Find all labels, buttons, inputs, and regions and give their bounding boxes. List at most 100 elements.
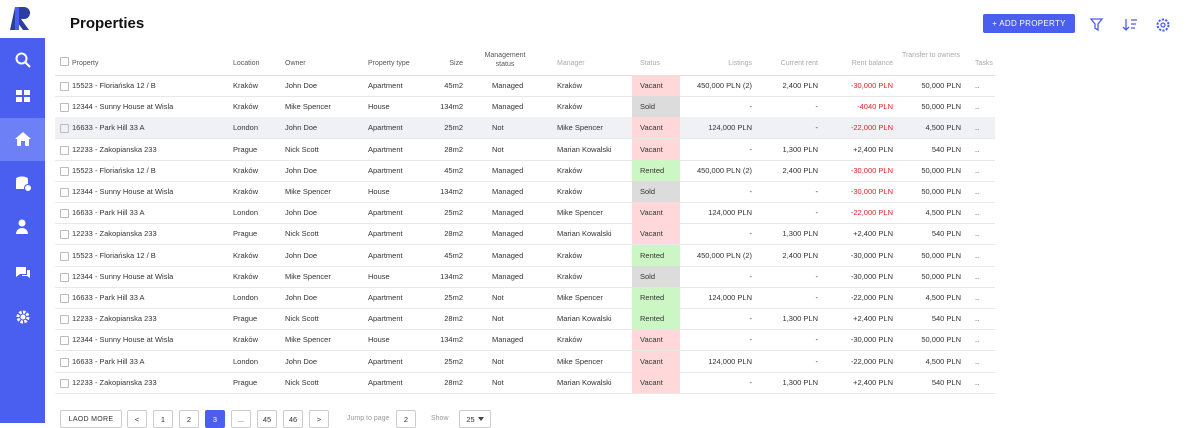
cell: 134m2 bbox=[440, 102, 463, 112]
table-row[interactable] bbox=[55, 245, 995, 267]
cell: -30,000 PLN bbox=[850, 165, 893, 175]
filter-icon[interactable] bbox=[1089, 17, 1104, 32]
cell: Apartment bbox=[368, 229, 403, 239]
cell: 25m2 bbox=[444, 356, 463, 366]
page-button[interactable]: 46 bbox=[283, 410, 303, 428]
column-header: Size bbox=[449, 60, 463, 67]
cell: 450,000 PLN (2) bbox=[696, 250, 752, 260]
cell: Managed bbox=[492, 102, 524, 112]
table-row[interactable] bbox=[55, 266, 995, 288]
cell: 50,000 PLN bbox=[921, 250, 961, 260]
status-cell bbox=[632, 350, 680, 372]
column-header: Status bbox=[640, 60, 660, 67]
cell: Not bbox=[492, 377, 504, 387]
row-checkbox[interactable] bbox=[60, 82, 69, 91]
table-row[interactable] bbox=[55, 223, 995, 246]
table-row[interactable] bbox=[55, 75, 995, 97]
page-button[interactable]: 45 bbox=[257, 410, 277, 428]
table-row[interactable] bbox=[55, 202, 995, 225]
row-checkbox[interactable] bbox=[60, 103, 69, 113]
cell: John Doe bbox=[285, 81, 318, 90]
show-select[interactable]: 25 bbox=[459, 410, 491, 428]
cell: .. bbox=[975, 229, 980, 239]
cell: Mike Spencer bbox=[285, 187, 331, 196]
cell: Rented bbox=[640, 165, 665, 175]
table-row[interactable] bbox=[55, 181, 995, 203]
cell: Apartment bbox=[368, 165, 403, 175]
header-checkbox[interactable] bbox=[60, 57, 69, 66]
row-checkbox[interactable] bbox=[60, 294, 69, 303]
status-cell bbox=[632, 181, 680, 202]
load-more-button[interactable]: LAOD MORE bbox=[60, 410, 122, 428]
table-row[interactable] bbox=[55, 372, 995, 394]
search-icon[interactable] bbox=[14, 51, 32, 69]
row-checkbox[interactable] bbox=[60, 124, 69, 134]
row-checkbox[interactable] bbox=[60, 272, 69, 282]
row-checkbox[interactable] bbox=[60, 166, 69, 176]
cell: .. bbox=[975, 377, 980, 387]
row-checkbox[interactable] bbox=[60, 336, 69, 346]
cell: Kraków bbox=[557, 81, 583, 90]
cell: -30,000 PLN bbox=[850, 335, 893, 345]
page-button[interactable]: < bbox=[127, 410, 147, 428]
cell: Kraków bbox=[233, 271, 259, 281]
sort-icon[interactable] bbox=[1122, 17, 1138, 32]
cell: .. bbox=[975, 314, 980, 324]
cell: 50,000 PLN bbox=[921, 165, 961, 175]
cell: Apartment bbox=[368, 144, 403, 154]
page-button[interactable]: 2 bbox=[179, 410, 199, 428]
cell: Kraków bbox=[557, 335, 583, 345]
cell: 124,000 PLN bbox=[708, 123, 752, 133]
cell: 2,400 PLN bbox=[782, 165, 818, 175]
cell: +2,400 PLN bbox=[853, 314, 893, 324]
cell: .. bbox=[975, 208, 980, 218]
cell: Mike Spencer bbox=[285, 335, 331, 345]
page-button[interactable]: 3 bbox=[205, 410, 225, 428]
cell: 12233 - Zakopianska 233 bbox=[72, 377, 157, 387]
row-checkbox[interactable] bbox=[60, 251, 69, 261]
sidebar bbox=[0, 0, 45, 423]
row-checkbox[interactable] bbox=[60, 315, 69, 325]
cell: Managed bbox=[492, 187, 524, 196]
table-row[interactable] bbox=[55, 160, 995, 182]
users-icon[interactable] bbox=[14, 218, 32, 236]
add-property-button[interactable]: + ADD PROPERTY bbox=[983, 14, 1075, 33]
cell: Managed bbox=[492, 165, 524, 175]
page-button[interactable]: 1 bbox=[153, 410, 173, 428]
cell: - bbox=[749, 187, 753, 196]
chat-icon[interactable] bbox=[14, 264, 32, 282]
row-checkbox[interactable] bbox=[60, 209, 69, 219]
row-checkbox[interactable] bbox=[60, 188, 69, 197]
table-row[interactable] bbox=[55, 139, 995, 161]
table-row[interactable] bbox=[55, 308, 995, 331]
table-row[interactable] bbox=[55, 351, 995, 373]
row-checkbox[interactable] bbox=[60, 357, 69, 367]
cell: 45m2 bbox=[444, 250, 463, 260]
logo-icon bbox=[10, 7, 30, 30]
home-icon[interactable] bbox=[14, 130, 32, 148]
settings-icon[interactable] bbox=[14, 308, 32, 326]
cell: Vacant bbox=[640, 356, 663, 366]
table-row[interactable] bbox=[55, 117, 995, 140]
cell: 1,300 PLN bbox=[782, 144, 818, 154]
settings-gear[interactable] bbox=[1155, 17, 1171, 33]
jump-input[interactable]: 2 bbox=[396, 410, 416, 428]
row-checkbox[interactable] bbox=[60, 145, 69, 155]
page-button[interactable]: > bbox=[309, 410, 329, 428]
cell: .. bbox=[975, 81, 980, 90]
cell: Kraków bbox=[233, 187, 259, 196]
cell: +2,400 PLN bbox=[853, 229, 893, 239]
cell: 16633 - Park Hill 33 A bbox=[72, 208, 145, 218]
table-row[interactable] bbox=[55, 329, 995, 352]
logo bbox=[0, 0, 45, 38]
cell: Nick Scott bbox=[285, 314, 319, 324]
table-row[interactable] bbox=[55, 287, 995, 309]
page-button[interactable]: ... bbox=[231, 410, 251, 428]
row-checkbox[interactable] bbox=[60, 378, 69, 388]
dashboard-icon[interactable] bbox=[14, 87, 32, 105]
finance-icon[interactable] bbox=[14, 175, 32, 193]
cell: -4040 PLN bbox=[857, 102, 893, 112]
cell: 12233 - Zakopianska 233 bbox=[72, 144, 157, 154]
cell: - bbox=[749, 271, 753, 281]
row-checkbox[interactable] bbox=[60, 230, 69, 240]
